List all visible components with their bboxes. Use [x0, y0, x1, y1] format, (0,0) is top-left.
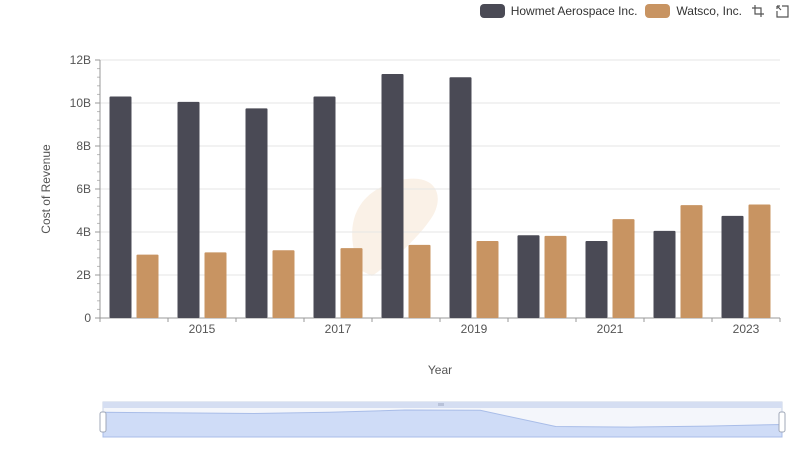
- bar-howmet-2023[interactable]: [721, 215, 744, 318]
- y-tick-label: 10B: [70, 96, 91, 110]
- grid-lines: [100, 59, 780, 319]
- x-tick-label: 2023: [733, 322, 760, 336]
- bar-howmet-2019[interactable]: [449, 77, 472, 318]
- y-tick-label: 2B: [76, 268, 91, 282]
- data-zoom-slider[interactable]: [99, 401, 786, 438]
- zoom-reset-icon[interactable]: [774, 3, 790, 19]
- bar-watsco-2020[interactable]: [544, 235, 567, 318]
- bar-howmet-2020[interactable]: [517, 235, 540, 318]
- y-tick-label: 6B: [76, 182, 91, 196]
- bar-howmet-2022[interactable]: [653, 230, 676, 318]
- slider-grip-icon[interactable]: [438, 403, 444, 406]
- legend: Howmet Aerospace Inc. Watsco, Inc.: [479, 3, 790, 19]
- slider-handle-left[interactable]: [99, 411, 107, 433]
- bar-howmet-2014[interactable]: [109, 96, 132, 318]
- y-tick-label: 4B: [76, 225, 91, 239]
- bar-watsco-2022[interactable]: [680, 205, 703, 318]
- legend-label-watsco: Watsco, Inc.: [676, 4, 742, 18]
- bar-watsco-2018[interactable]: [408, 244, 431, 318]
- x-tick-label: 2019: [461, 322, 488, 336]
- x-axis-label: Year: [428, 363, 452, 377]
- bar-watsco-2014[interactable]: [136, 254, 159, 318]
- bar-howmet-2015[interactable]: [177, 101, 200, 318]
- slider-handle-right[interactable]: [778, 411, 786, 433]
- x-tick-label: 2015: [189, 322, 216, 336]
- legend-swatch-watsco: [645, 4, 671, 18]
- y-tick-label: 8B: [76, 139, 91, 153]
- bar-watsco-2021[interactable]: [612, 219, 635, 318]
- legend-item-watsco[interactable]: Watsco, Inc.: [645, 4, 742, 18]
- y-axis-label: Cost of Revenue: [39, 144, 53, 234]
- bar-watsco-2016[interactable]: [272, 250, 295, 318]
- legend-item-howmet[interactable]: Howmet Aerospace Inc.: [479, 4, 638, 18]
- bar-watsco-2019[interactable]: [476, 241, 499, 318]
- y-tick-label: 12B: [70, 53, 91, 67]
- bars[interactable]: [109, 73, 771, 318]
- bar-watsco-2023[interactable]: [748, 204, 771, 318]
- x-tick-label: 2017: [325, 322, 352, 336]
- y-tick-label: 0: [84, 311, 91, 325]
- bar-howmet-2017[interactable]: [313, 96, 336, 318]
- x-tick-label: 2021: [597, 322, 624, 336]
- bar-howmet-2018[interactable]: [381, 73, 404, 318]
- bar-howmet-2016[interactable]: [245, 108, 268, 318]
- bar-watsco-2015[interactable]: [204, 252, 227, 318]
- x-axis: 2015 2017 2019 2021 2023: [99, 317, 781, 336]
- bar-howmet-2021[interactable]: [585, 241, 608, 318]
- bar-watsco-2017[interactable]: [340, 248, 363, 318]
- legend-swatch-howmet: [479, 4, 505, 18]
- zoom-icon[interactable]: [750, 3, 766, 19]
- legend-label-howmet: Howmet Aerospace Inc.: [510, 4, 638, 18]
- y-axis: 0 2B 4B 6B 8B 10B 12B: [70, 53, 101, 325]
